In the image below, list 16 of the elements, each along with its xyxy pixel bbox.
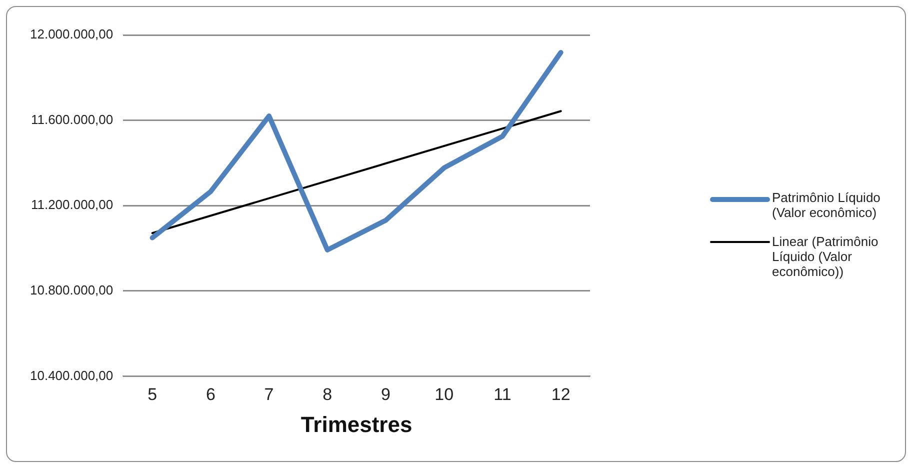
x-tick-label: 7 [264,385,274,404]
y-tick-label: 11.600.000,00 [30,112,114,127]
x-axis-title: Trimestres [300,412,412,437]
y-tick-label: 12.000.000,00 [30,26,114,42]
x-tick-label: 5 [148,385,158,404]
x-tick-label: 8 [322,385,332,404]
legend-label: Patrimônio Líquido (Valor econômico) [772,190,882,220]
y-tick-label: 10.800.000,00 [30,282,114,298]
x-tick-label: 11 [494,385,512,404]
y-tick-label: 11.200.000,00 [30,197,114,212]
legend-label: Linear (Patrimônio Líquido (Valor econômico)) [772,234,880,279]
x-tick-label: 12 [551,385,570,404]
x-tick-label: 10 [434,385,454,404]
x-tick-label: 6 [206,385,216,404]
y-tick-label: 10.400.000,00 [30,368,114,383]
x-tick-label: 9 [381,385,390,404]
